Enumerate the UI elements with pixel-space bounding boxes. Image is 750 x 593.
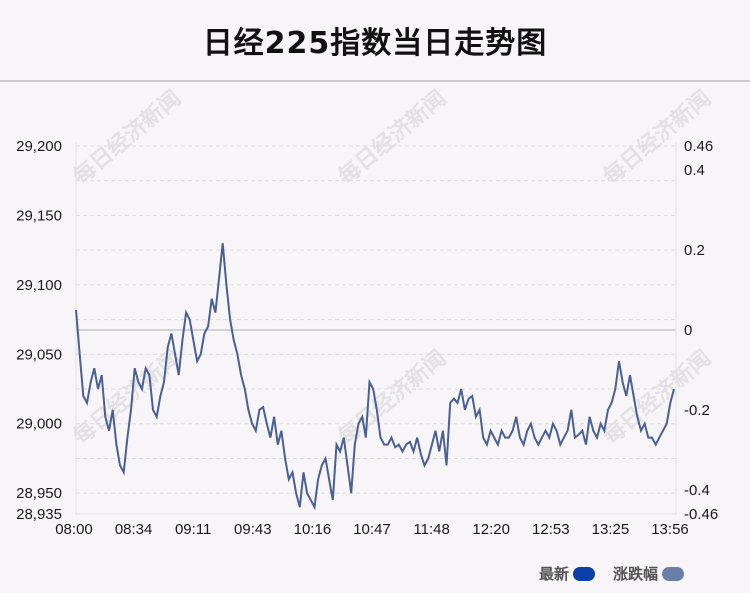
y-tick-right: 0.4 xyxy=(684,162,705,179)
y-tick-left: 29,100 xyxy=(16,277,62,294)
x-tick: 08:34 xyxy=(115,521,153,538)
x-tick: 09:43 xyxy=(234,521,272,538)
series-line xyxy=(75,243,675,511)
y-tick-left: 29,000 xyxy=(16,416,62,433)
x-tick: 12:53 xyxy=(532,521,570,538)
tick-labels: 29,200 29,150 29,100 29,050 29,000 28,950 28,9… xyxy=(16,138,718,538)
axes xyxy=(75,142,677,515)
y-tick-right: 0 xyxy=(684,322,692,339)
y-tick-right: -0.46 xyxy=(684,506,718,523)
x-tick: 13:25 xyxy=(592,521,630,538)
grid xyxy=(76,145,676,494)
x-tick: 12:20 xyxy=(472,521,510,538)
x-tick: 09:11 xyxy=(175,521,211,538)
chart-title: 日经225指数当日走势图 xyxy=(202,26,548,61)
legend-item-latest[interactable]: 最新 xyxy=(539,563,595,584)
y-tick-left: 29,150 xyxy=(16,207,62,224)
legend-item-change[interactable]: 涨跌幅 xyxy=(613,563,684,584)
x-tick: 11:48 xyxy=(413,521,449,538)
y-tick-right: -0.2 xyxy=(684,402,710,419)
legend-swatch-latest xyxy=(572,566,595,581)
y-tick-right: -0.4 xyxy=(684,482,710,499)
y-tick-left: 29,200 xyxy=(16,138,62,155)
x-tick: 10:16 xyxy=(294,521,332,538)
x-tick: 13:56 xyxy=(651,521,689,538)
legend: 最新 涨跌幅 xyxy=(527,563,684,584)
y-tick-right: 0.46 xyxy=(684,138,713,155)
y-tick-left: 29,050 xyxy=(16,346,62,363)
legend-label-latest: 最新 xyxy=(538,565,569,583)
y-tick-left: 28,935 xyxy=(16,506,62,523)
x-tick: 08:00 xyxy=(55,521,93,538)
legend-swatch-change xyxy=(662,566,684,581)
x-tick: 10:47 xyxy=(353,521,391,538)
legend-label-change: 涨跌幅 xyxy=(612,565,658,583)
title-bar: 日经225指数当日走势图 xyxy=(0,0,750,82)
chart: 29,200 29,150 29,100 29,050 29,000 28,950 28,9… xyxy=(16,138,718,538)
y-tick-right: 0.2 xyxy=(684,242,705,259)
y-tick-left: 28,950 xyxy=(16,485,62,502)
